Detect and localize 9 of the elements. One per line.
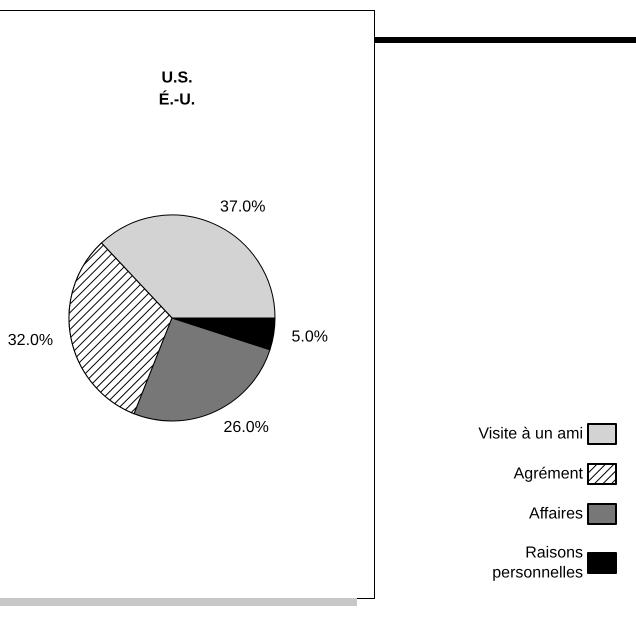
data-label: 32.0% xyxy=(8,332,54,350)
data-label: 37.0% xyxy=(220,198,266,216)
data-label: 5.0% xyxy=(292,328,328,346)
legend-label: Raisons personnelles xyxy=(492,544,583,582)
legend-label: Affaires xyxy=(529,506,583,522)
chart-title: U.S. É.-U. xyxy=(158,70,196,108)
legend-label: Visite à un ami xyxy=(478,426,583,442)
data-label: 26.0% xyxy=(224,418,269,436)
legend-label: Agrément xyxy=(514,466,584,482)
